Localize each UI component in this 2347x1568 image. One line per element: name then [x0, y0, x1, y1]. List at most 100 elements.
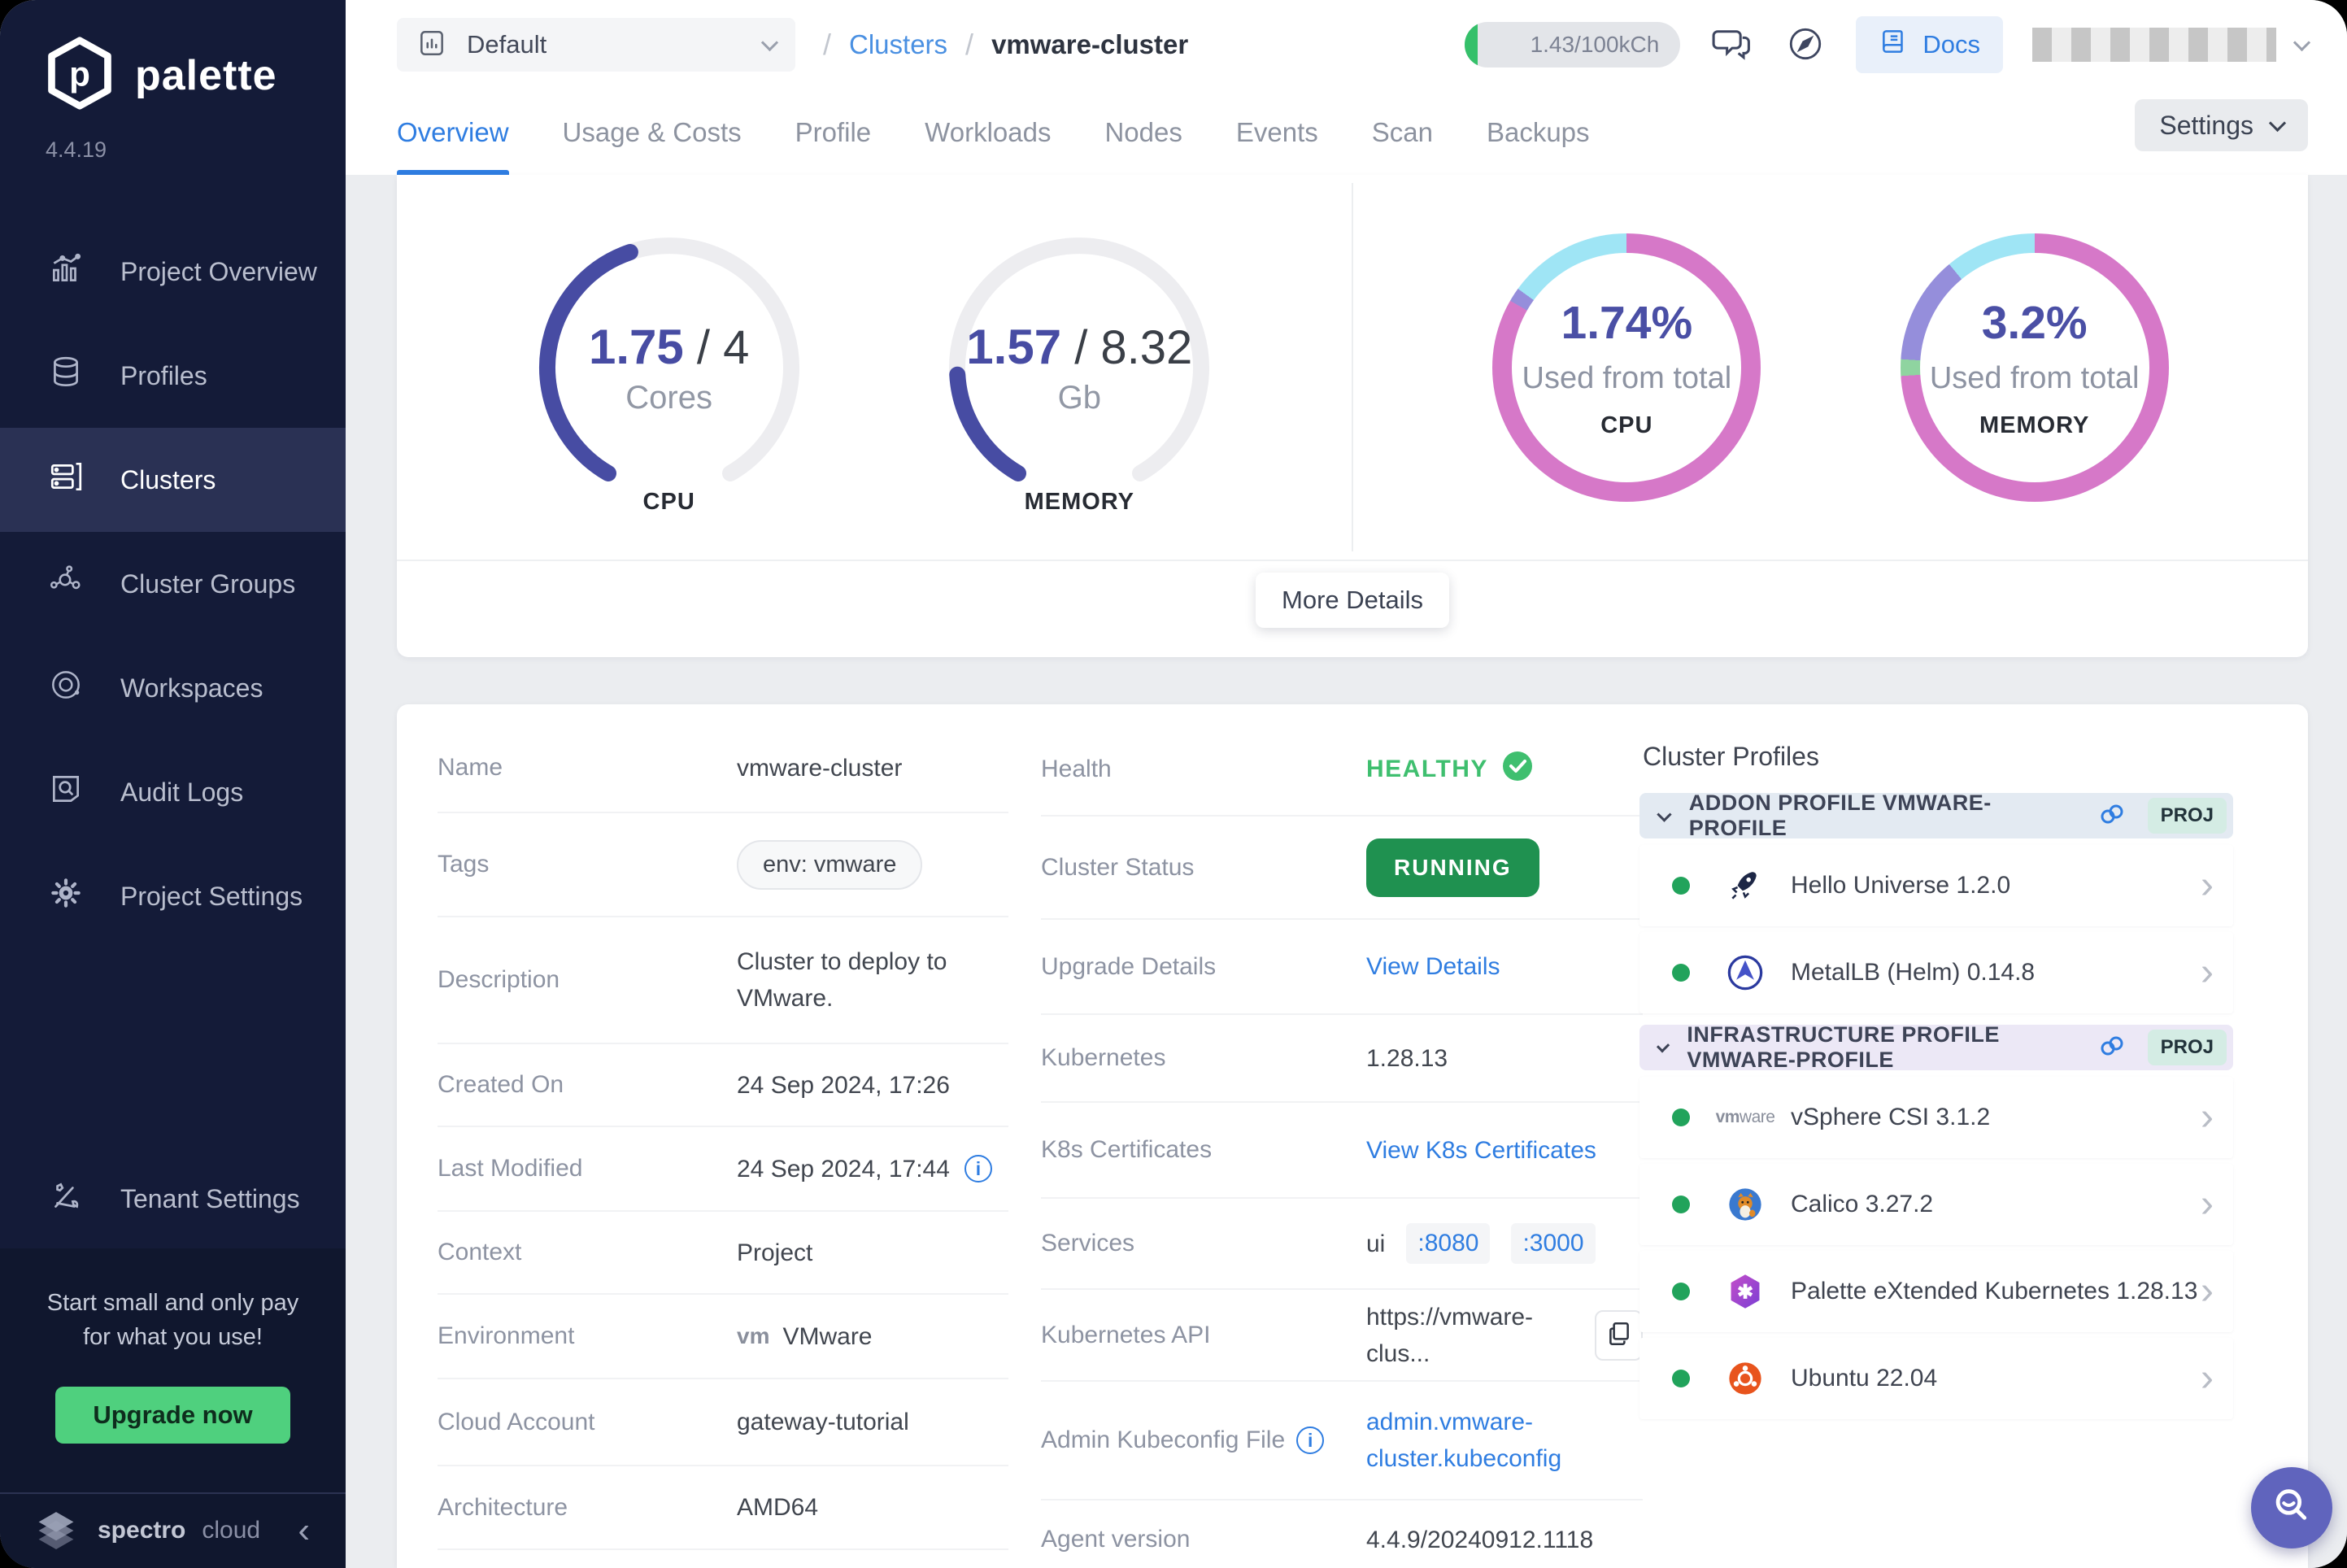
profile-item-ubuntu[interactable]: Ubuntu 22.04 ›: [1639, 1338, 2233, 1419]
infrastructure-profile-header[interactable]: INFRASTRUCTURE PROFILE VMWARE-PROFILE PR…: [1639, 1022, 2233, 1072]
project-selector[interactable]: Default: [397, 18, 795, 72]
orbit-icon: [47, 666, 85, 710]
sidebar-item-tenant-settings[interactable]: Tenant Settings: [0, 1151, 346, 1248]
service-port-link[interactable]: :3000: [1511, 1223, 1596, 1264]
breadcrumb-current: vmware-cluster: [991, 29, 1189, 59]
tab-scan[interactable]: Scan: [1371, 116, 1433, 147]
profile-item-calico[interactable]: Calico 3.27.2 ›: [1639, 1164, 2233, 1245]
tools-icon: [47, 1178, 85, 1222]
feedback-button[interactable]: [1709, 21, 1755, 69]
cpu-used-value: 1.75: [588, 319, 684, 374]
row-label: Created On: [438, 1071, 564, 1098]
settings-button[interactable]: Settings: [2135, 99, 2308, 151]
service-port-link[interactable]: :8080: [1406, 1223, 1491, 1264]
tag-chip: env: vmware: [737, 839, 923, 890]
cluster-profiles-title: Cluster Profiles: [1643, 742, 1819, 771]
sidebar-item-project-settings[interactable]: Project Settings: [0, 844, 346, 948]
sidebar-item-cluster-groups[interactable]: Cluster Groups: [0, 532, 346, 636]
cpu-unit: Cores: [625, 379, 712, 416]
chevron-right-icon: ›: [2201, 863, 2214, 907]
details-left-column: Name vmware-cluster Tags env: vmware Des…: [438, 724, 1008, 1550]
copy-button[interactable]: [1595, 1309, 1643, 1361]
row-value: 4.4.9/20240912.1118: [1366, 1526, 1594, 1553]
explore-button[interactable]: [1784, 23, 1827, 68]
row-label: Cluster Status: [1041, 853, 1195, 881]
chevron-down-icon: [2268, 114, 2287, 132]
overview-card: 1.75 / 4 Cores CPU 1.57 / 8.32 Gb MEMO: [397, 175, 2308, 657]
upgrade-now-button[interactable]: Upgrade now: [55, 1387, 290, 1444]
link-icon[interactable]: [2097, 799, 2127, 833]
docs-label: Docs: [1922, 30, 1980, 59]
addon-profile-header[interactable]: ADDON PROFILE VMWARE-PROFILE PROJ: [1639, 791, 2233, 840]
row-label: Upgrade Details: [1041, 952, 1217, 980]
breadcrumb-separator: /: [823, 28, 832, 61]
scope-badge: PROJ: [2147, 798, 2227, 834]
view-k8s-certificates-link[interactable]: View K8s Certificates: [1366, 1136, 1596, 1164]
cpu-donut-ring: [1492, 233, 1761, 502]
memory-total-value: 8.32: [1100, 320, 1193, 374]
row-value: vmware-cluster: [737, 754, 903, 782]
kubeconfig-link[interactable]: admin.vmware-cluster.kubeconfig: [1366, 1409, 1562, 1472]
profile-group-name: ADDON PROFILE VMWARE-PROFILE: [1688, 791, 1992, 840]
row-value: https://vmware-clus...: [1366, 1303, 1534, 1367]
row-label: Description: [438, 966, 560, 993]
sidebar-item-workspaces[interactable]: Workspaces: [0, 636, 346, 740]
breadcrumb-clusters-link[interactable]: Clusters: [849, 29, 948, 59]
sidebar-item-profiles[interactable]: Profiles: [0, 324, 346, 428]
settings-label: Settings: [2159, 110, 2253, 140]
status-dot: [1672, 1283, 1690, 1300]
breadcrumb: / Clusters / vmware-cluster: [823, 28, 1188, 62]
sidebar-item-clusters[interactable]: Clusters: [0, 428, 346, 532]
details-card: Name vmware-cluster Tags env: vmware Des…: [397, 704, 2308, 1568]
detail-row-description: Description Cluster to deploy to VMware.: [438, 917, 1008, 1044]
account-menu[interactable]: [2032, 28, 2311, 62]
info-icon[interactable]: i: [1296, 1426, 1325, 1454]
detail-row-created-on: Created On 24 Sep 2024, 17:26: [438, 1044, 1008, 1127]
more-details-button[interactable]: More Details: [1256, 573, 1449, 628]
brand-name: palette: [135, 51, 277, 99]
tab-backups[interactable]: Backups: [1486, 116, 1590, 147]
tab-events[interactable]: Events: [1235, 116, 1318, 147]
docs-button[interactable]: Docs: [1856, 16, 2003, 73]
search-smile-icon: [2268, 1483, 2315, 1533]
detail-row-health: Health HEALTHY: [1041, 724, 1643, 817]
chevron-right-icon: ›: [2201, 950, 2214, 994]
info-icon[interactable]: i: [964, 1155, 992, 1183]
tab-overview[interactable]: Overview: [397, 89, 509, 175]
detail-row-kubernetes-api: Kubernetes API https://vmware-clus...: [1041, 1290, 1643, 1382]
ubuntu-icon: [1724, 1357, 1766, 1400]
overview-footer: More Details: [397, 560, 2308, 657]
topbar: Default / Clusters / vmware-cluster 1.43…: [346, 0, 2347, 89]
cpu-gauge-label: CPU: [642, 488, 695, 515]
tab-workloads[interactable]: Workloads: [925, 116, 1052, 147]
sidebar-item-project-overview[interactable]: Project Overview: [0, 220, 346, 324]
tab-usage-costs[interactable]: Usage & Costs: [562, 116, 742, 147]
detail-row-environment: Environment vm VMware: [438, 1295, 1008, 1379]
row-label: Environment: [438, 1322, 575, 1349]
memory-donut: 3.2% Used from total MEMORY: [1900, 229, 2169, 506]
tab-profile[interactable]: Profile: [795, 116, 872, 147]
audit-magnifier-icon: [47, 770, 85, 814]
collapse-sidebar-chevron[interactable]: ‹: [298, 1509, 310, 1550]
sidebar-item-label: Cluster Groups: [120, 568, 296, 599]
cpu-caption: Used from total: [1522, 360, 1732, 395]
sidebar-item-label: Project Overview: [120, 256, 317, 286]
row-value: Cluster to deploy to VMware.: [737, 948, 947, 1012]
search-fab-button[interactable]: [2251, 1467, 2332, 1548]
donuts-section: 1.74% Used from total CPU 3.2% Used from…: [1353, 175, 2308, 560]
status-dot: [1672, 1108, 1690, 1126]
profile-item-palette-extended-kubernetes[interactable]: ✱ Palette eXtended Kubernetes 1.28.13 ›: [1639, 1251, 2233, 1332]
sidebar-item-audit-logs[interactable]: Audit Logs: [0, 740, 346, 844]
cluster-profiles-panel: Cluster Profiles ADDON PROFILE VMWARE-PR…: [1639, 704, 2233, 1425]
compass-icon: [1784, 23, 1827, 68]
status-dot: [1672, 877, 1690, 895]
profile-item-vsphere-csi[interactable]: vmware vSphere CSI 3.1.2 ›: [1639, 1077, 2233, 1158]
profile-item-hello-universe[interactable]: Hello Universe 1.2.0 ›: [1639, 845, 2233, 926]
tab-nodes[interactable]: Nodes: [1104, 116, 1182, 147]
profile-item-metallb[interactable]: MetalLB (Helm) 0.14.8 ›: [1639, 932, 2233, 1013]
link-icon[interactable]: [2097, 1031, 2127, 1065]
view-details-link[interactable]: View Details: [1366, 953, 1500, 980]
chat-bubbles-icon: [1709, 21, 1755, 69]
sidebar-divider: [0, 1492, 346, 1494]
overview-body: 1.75 / 4 Cores CPU 1.57 / 8.32 Gb MEMO: [397, 175, 2308, 560]
